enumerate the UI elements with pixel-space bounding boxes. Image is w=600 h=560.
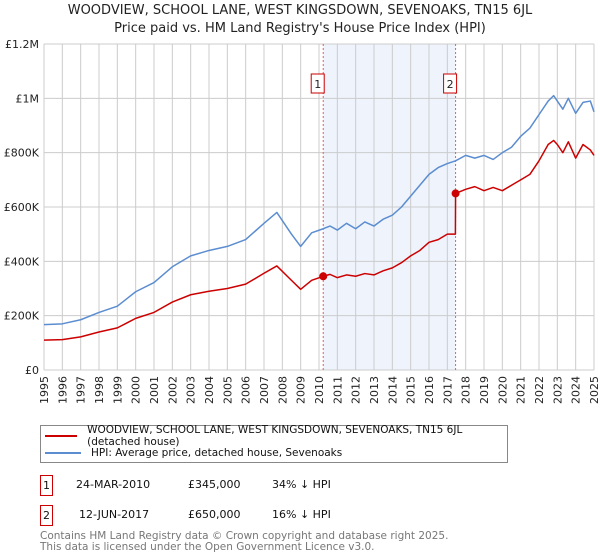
transaction-hpi: 34% ↓ HPI	[272, 478, 331, 491]
sale-badge-label: 2	[447, 78, 454, 91]
x-tick-label: 2012	[350, 376, 363, 404]
y-tick-label: £800K	[4, 147, 40, 160]
chart-title: WOODVIEW, SCHOOL LANE, WEST KINGSDOWN, S…	[67, 3, 533, 18]
sale-badge	[443, 73, 458, 94]
x-tick-label: 2013	[368, 376, 381, 404]
series-line	[43, 139, 595, 341]
x-tick-label: 2001	[148, 376, 161, 404]
legend-swatch-red	[45, 435, 78, 437]
x-tick-label: 1996	[56, 376, 69, 404]
legend-label: WOODVIEW, SCHOOL LANE, WEST KINGSDOWN, S…	[87, 424, 463, 448]
transaction-date: 24-MAR-2010	[76, 478, 151, 491]
transaction-price: £345,000	[188, 478, 241, 491]
transaction-row: 2 12-JUN-2017 £650,000 16% ↓ HPI	[40, 505, 440, 526]
x-tick-label: 2006	[240, 376, 253, 404]
price-chart: 1995 1996 1997 1998 1999 2000 2001 2002 2003 2004…	[4, 38, 600, 404]
transaction-hpi: 16% ↓ HPI	[272, 508, 331, 521]
series-line	[43, 94, 595, 326]
x-tick-label: 2025	[588, 376, 600, 404]
x-tick-label: 2005	[221, 376, 234, 404]
x-tick-label: 2023	[551, 376, 564, 404]
x-tick-label: 2003	[185, 376, 198, 404]
legend-label: HPI: Average price, detached house, Seve…	[91, 447, 343, 459]
x-tick-label: 1998	[93, 376, 106, 404]
y-tick-label: £200K	[4, 310, 40, 323]
x-tick-label: 1997	[75, 376, 88, 404]
footer: Contains HM Land Registry data © Crown c…	[40, 531, 448, 553]
x-tick-label: 2014	[386, 376, 399, 404]
transaction-price: £650,000	[188, 508, 241, 521]
x-tick-label: 2022	[533, 376, 546, 404]
x-tick-label: 2019	[478, 376, 491, 404]
sale-point	[451, 189, 460, 198]
chart-subtitle: Price paid vs. HM Land Registry's House …	[114, 21, 486, 36]
sale-badge	[310, 73, 325, 94]
x-tick-label: 2004	[203, 376, 216, 404]
legend-item-hpi: HPI: Average price, detached house, Seve…	[45, 445, 342, 461]
x-tick-label: 2002	[166, 376, 179, 404]
legend-item-property: WOODVIEW, SCHOOL LANE, WEST KINGSDOWN, S…	[45, 424, 507, 448]
x-tick-label: 2021	[515, 376, 528, 404]
sale-point	[319, 272, 328, 281]
x-tick-label: 1995	[38, 376, 51, 404]
y-tick-label: £0	[25, 364, 39, 377]
x-tick-label: 2007	[258, 376, 271, 404]
x-tick-label: 2020	[496, 376, 509, 404]
y-tick-label: £400K	[4, 255, 40, 268]
x-tick-label: 2011	[331, 376, 344, 404]
sale-badge-label: 1	[314, 78, 321, 91]
legend-swatch-blue	[45, 452, 81, 454]
transaction-row: 1 24-MAR-2010 £345,000 34% ↓ HPI	[40, 475, 440, 496]
footer-licence: This data is licensed under the Open Gov…	[40, 541, 375, 553]
x-tick-label: 2017	[441, 376, 454, 404]
x-tick-label: 1999	[111, 376, 124, 404]
x-tick-label: 2018	[460, 376, 473, 404]
y-tick-label: £1.2M	[5, 38, 39, 51]
x-tick-label: 2000	[130, 376, 143, 404]
x-tick-label: 2008	[276, 376, 289, 404]
x-tick-label: 2010	[313, 376, 326, 404]
x-tick-label: 2015	[405, 376, 418, 404]
y-tick-label: £600K	[4, 201, 40, 214]
footer-copyright: Contains HM Land Registry data © Crown c…	[40, 530, 449, 542]
x-tick-label: 2016	[423, 376, 436, 404]
transaction-badge: 2	[40, 505, 53, 526]
transaction-date: 12-JUN-2017	[79, 508, 150, 521]
y-tick-label: £1M	[16, 92, 40, 105]
x-tick-label: 2024	[570, 376, 583, 404]
x-tick-label: 2009	[295, 376, 308, 404]
transaction-badge: 1	[40, 475, 53, 496]
legend: WOODVIEW, SCHOOL LANE, WEST KINGSDOWN, S…	[40, 424, 508, 463]
